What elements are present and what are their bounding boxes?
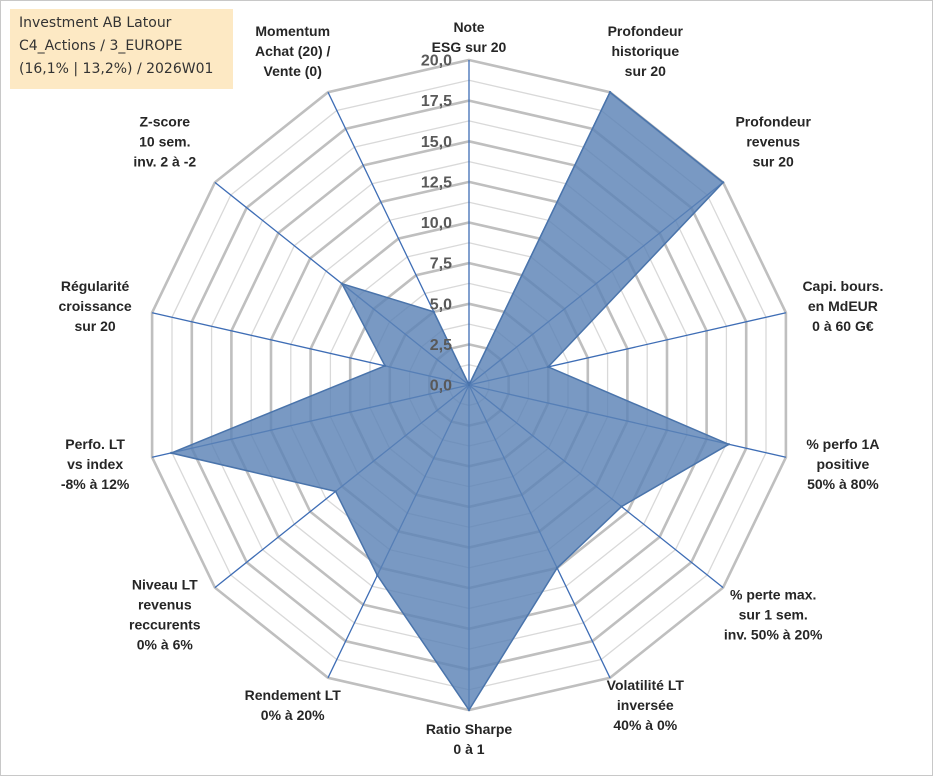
axis-label-line: Niveau LT: [132, 577, 198, 593]
series-point: [340, 282, 344, 285]
axis-label-line: Perfo. LT: [65, 436, 125, 452]
axis-labels: Note ESG sur 20 Profondeur historique sur 20…: [59, 19, 884, 757]
radial-tick-label: 7,5: [430, 256, 452, 273]
info-category: C4_Actions / 3_EUROPE: [19, 38, 183, 54]
axis-label-line: sur 1 sem.: [739, 607, 808, 623]
axis-label: % perte max. sur 1 sem. inv. 50% à 20%: [724, 587, 823, 643]
axis-label-line: 0% à 6%: [137, 637, 194, 653]
axis-label-line: -8% à 12%: [61, 476, 130, 492]
series-point: [547, 365, 550, 369]
series-point: [721, 181, 725, 184]
axis-label: Momentum Achat (20) / Vente (0): [255, 23, 331, 79]
radial-tick-label: 5,0: [430, 296, 452, 313]
series-point: [376, 574, 379, 577]
axis-label-line: inv. 50% à 20%: [724, 627, 823, 643]
axis-label: Z-score 10 sem. inv. 2 à -2: [133, 113, 196, 169]
axis-label-line: vs index: [67, 456, 123, 472]
axis-label-line: positive: [816, 456, 869, 472]
radial-tick-label: 20,0: [421, 53, 452, 70]
axis-label-line: inv. 2 à -2: [133, 153, 196, 169]
axis-label-line: Z-score: [140, 113, 191, 129]
axis-label-line: 10 sem.: [139, 133, 190, 149]
radial-tick-label: 12,5: [421, 174, 452, 191]
axis-label-line: Régularité: [61, 278, 130, 294]
axis-label: % perfo 1A positive 50% à 80%: [806, 436, 879, 492]
axis-label-line: Ratio Sharpe: [426, 721, 513, 737]
axis-label-line: sur 20: [753, 153, 794, 169]
axis-label-line: Profondeur: [735, 113, 811, 129]
info-company-name: Investment AB Latour: [19, 15, 172, 31]
axis-label-line: ESG sur 20: [432, 39, 507, 55]
axis-label-line: revenus: [746, 133, 800, 149]
series-point: [727, 443, 730, 446]
axis-label-line: Note: [453, 19, 484, 35]
series-point: [620, 505, 623, 508]
axis-label-line: Rendement LT: [245, 687, 342, 703]
axis-label-line: en MdEUR: [808, 298, 878, 314]
axis-label: Perfo. LT vs index -8% à 12%: [61, 436, 130, 492]
axis-label-line: Achat (20) /: [255, 43, 331, 59]
radial-tick-label: 10,0: [421, 215, 452, 232]
radial-tick-label: 15,0: [421, 134, 452, 151]
axis-label-line: sur 20: [74, 318, 115, 334]
axis-label: Niveau LT revenus reccurents 0% à 6%: [129, 577, 201, 653]
axis-label-line: % perte max.: [730, 587, 816, 603]
axis-label-line: sur 20: [625, 63, 666, 79]
series-point: [608, 91, 612, 94]
axis-label: Rendement LT 0% à 20%: [245, 687, 342, 723]
axis-label-line: 40% à 0%: [613, 717, 677, 733]
series-point: [334, 490, 337, 493]
radial-tick-label: 17,5: [421, 93, 452, 110]
radial-tick-label: 0,0: [430, 378, 452, 395]
axis-label-line: 0 à 60 G€: [812, 318, 874, 334]
info-box: Investment AB Latour C4_Actions / 3_EURO…: [10, 9, 233, 89]
series-point: [383, 364, 387, 367]
series-point: [467, 708, 471, 712]
series-point: [555, 566, 559, 570]
axis-label: Volatilité LT inversée 40% à 0%: [607, 677, 685, 733]
radar-series: [168, 91, 731, 712]
series-point: [170, 451, 173, 455]
axis-label-line: reccurents: [129, 617, 201, 633]
axis-label-line: inversée: [617, 697, 674, 713]
radial-tick-label: 2,5: [430, 337, 452, 354]
axis-label-line: Profondeur: [608, 23, 684, 39]
axis-label-line: Volatilité LT: [607, 677, 685, 693]
radial-tick-labels: 0,0 2,5 5,0 7,5 10,0 12,5 15,0 17,5 20,0: [421, 53, 452, 395]
axis-label-line: croissance: [59, 298, 132, 314]
axis-label-line: 50% à 80%: [807, 476, 879, 492]
axis-label: Note ESG sur 20: [432, 19, 507, 55]
axis-label: Capi. bours. en MdEUR 0 à 60 G€: [802, 278, 883, 334]
axis-label: Ratio Sharpe 0 à 1: [426, 721, 513, 757]
series-point: [467, 383, 471, 387]
axis-label-line: Vente (0): [264, 63, 322, 79]
axis-label-line: Momentum: [255, 23, 330, 39]
axis-label-line: 0% à 20%: [261, 707, 325, 723]
axis-label-line: Capi. bours.: [802, 278, 883, 294]
axis-label: Profondeur revenus sur 20: [735, 113, 811, 169]
axis-label-line: 0 à 1: [453, 741, 484, 757]
info-stats: (16,1% | 13,2%) / 2026W01: [19, 61, 214, 77]
axis-label: Profondeur historique sur 20: [608, 23, 684, 79]
series-point: [432, 310, 435, 313]
axis-label-line: revenus: [138, 597, 192, 613]
axis-label-line: % perfo 1A: [806, 436, 879, 452]
axis-label: Régularité croissance sur 20: [59, 278, 132, 334]
axis-label-line: historique: [611, 43, 679, 59]
